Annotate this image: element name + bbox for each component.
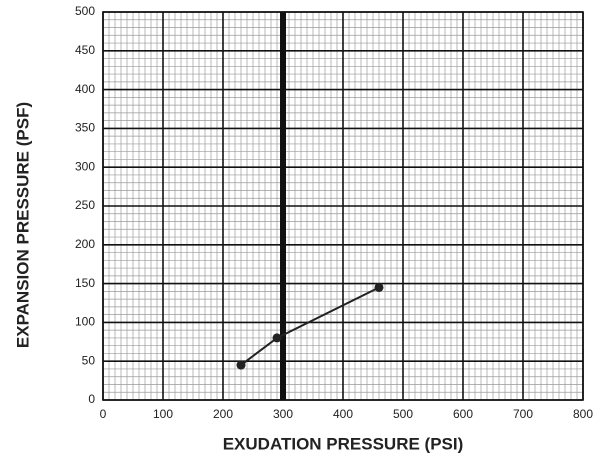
y-tick-label: 300 [75,159,95,173]
y-tick-label: 100 [75,315,95,329]
y-tick-label: 250 [75,198,95,212]
y-tick-label: 200 [75,237,95,251]
y-tick-label: 50 [82,353,96,367]
x-tick-label: 400 [333,407,353,421]
y-tick-label: 500 [75,4,95,18]
x-tick-label: 200 [213,407,233,421]
x-tick-label: 600 [453,407,473,421]
x-tick-label: 700 [513,407,533,421]
data-point [236,360,246,370]
x-axis-title: EXUDATION PRESSURE (PSI) [223,434,464,453]
x-tick-label: 0 [100,407,107,421]
y-tick-label: 450 [75,43,95,57]
x-tick-label: 100 [153,407,173,421]
data-point [272,333,282,343]
y-tick-label: 0 [88,392,95,406]
y-tick-label: 150 [75,276,95,290]
x-tick-label: 800 [573,407,593,421]
y-tick-label: 400 [75,82,95,96]
x-tick-label: 500 [393,407,413,421]
plot-frame [102,11,584,401]
y-axis-title: EXPANSION PRESSURE (PSF) [13,102,32,348]
data-point [374,282,384,292]
x-tick-label: 300 [273,407,293,421]
y-tick-label: 350 [75,121,95,135]
